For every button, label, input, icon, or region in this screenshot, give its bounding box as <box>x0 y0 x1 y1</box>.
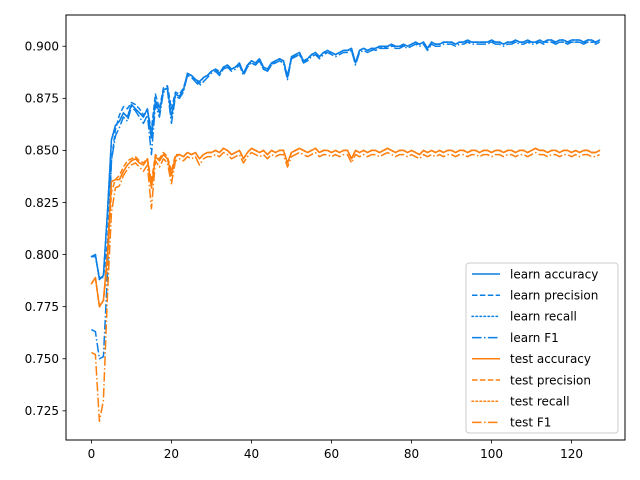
x-tick-label: 20 <box>164 447 179 461</box>
y-tick-label: 0.850 <box>25 144 59 158</box>
y-tick-label: 0.900 <box>25 40 59 54</box>
legend-label-test-precision: test precision <box>510 373 591 387</box>
legend-label-learn-f1: learn F1 <box>510 331 559 345</box>
y-axis: 0.725 0.750 0.775 0.800 0.825 0.850 0.875 0.900 <box>25 40 66 418</box>
legend-box <box>465 262 619 434</box>
series-line-learn-recall <box>90 39 601 281</box>
x-tick-label: 80 <box>404 447 419 461</box>
series-line-test-recall <box>90 147 601 308</box>
series-line-learn-f1 <box>91 41 600 360</box>
x-tick-label: 120 <box>560 447 583 461</box>
y-tick-label: 0.800 <box>25 248 59 262</box>
x-tick-label: 40 <box>244 447 259 461</box>
legend-label-test-f1: test F1 <box>510 416 551 430</box>
y-tick-label: 0.775 <box>25 300 59 314</box>
legend-label-test-accuracy: test accuracy <box>510 352 591 366</box>
y-tick-label: 0.725 <box>25 404 59 418</box>
x-tick-label: 60 <box>324 447 339 461</box>
y-tick-label: 0.875 <box>25 92 59 106</box>
legend-label-test-recall: test recall <box>510 395 570 409</box>
legend: learn accuracy learn precision learn recal… <box>465 262 619 434</box>
x-axis: 0 20 40 60 80 100 120 <box>88 440 583 461</box>
plot-frame <box>65 14 626 441</box>
legend-label-learn-precision: learn precision <box>510 289 598 303</box>
series-line-test-f1 <box>91 151 600 422</box>
y-tick-label: 0.750 <box>25 352 59 366</box>
y-tick-label: 0.825 <box>25 196 59 210</box>
x-tick-label: 100 <box>480 447 503 461</box>
legend-label-learn-accuracy: learn accuracy <box>510 267 598 281</box>
x-tick-label: 0 <box>88 447 96 461</box>
series-layer <box>90 39 601 422</box>
legend-label-learn-recall: learn recall <box>510 310 577 324</box>
